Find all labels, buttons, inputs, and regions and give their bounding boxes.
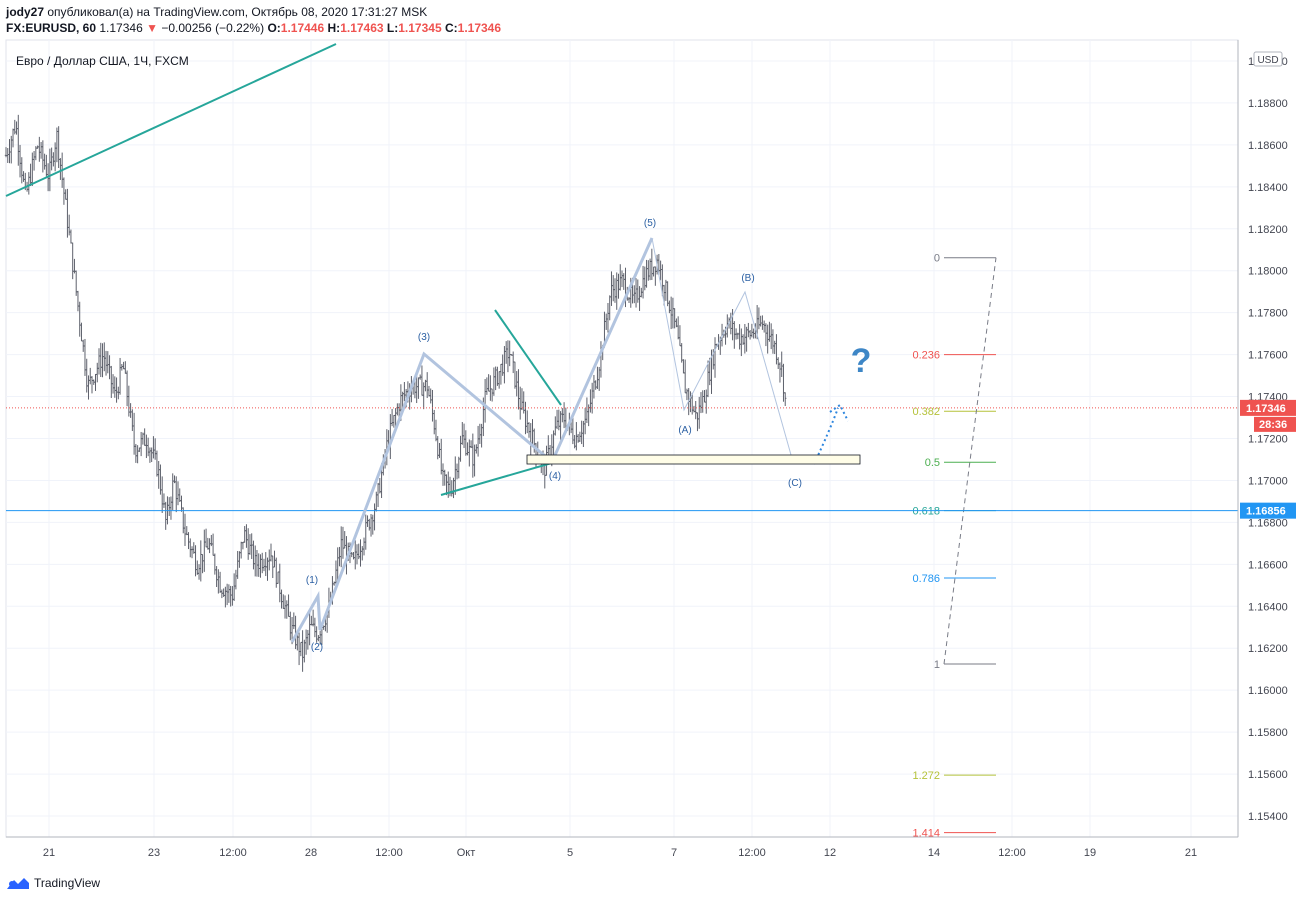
- wave-label: (5): [644, 218, 656, 229]
- x-tick-label: 12:00: [375, 847, 403, 859]
- footer: TradingView: [6, 872, 100, 894]
- fib-level-label: 0: [934, 253, 940, 265]
- y-tick-label: 1.16000: [1248, 685, 1288, 697]
- x-tick-label: 21: [1185, 847, 1197, 859]
- elliott-wave-correction: [651, 237, 794, 463]
- wave-label: (B): [741, 273, 754, 284]
- close-value: 1.17346: [457, 21, 502, 35]
- x-tick-label: 12:00: [998, 847, 1026, 859]
- x-tick-label: 21: [43, 847, 55, 859]
- fib-level-label: 0.236: [912, 350, 940, 362]
- support-zone: [526, 454, 861, 465]
- currency-badge-box: [1253, 51, 1283, 67]
- open-label: O:: [267, 21, 281, 35]
- trendline-upper: [5, 43, 337, 197]
- projected-arrow-icon: [829, 403, 849, 422]
- y-tick-label: 1.15800: [1248, 727, 1288, 739]
- x-tick-label: 12:00: [219, 847, 247, 859]
- high-label: H:: [327, 21, 341, 35]
- low-value: 1.17345: [398, 21, 442, 35]
- x-tick-label: 14: [928, 847, 940, 859]
- y-tick-label: 1.18600: [1248, 140, 1288, 152]
- x-tick-label: 5: [567, 847, 573, 859]
- y-tick-label: 1.17800: [1248, 308, 1288, 320]
- last-price-tag: 1.17346: [1246, 403, 1286, 415]
- level-price-tag: 1.16856: [1246, 506, 1286, 518]
- y-tick-label: 1.15600: [1248, 769, 1288, 781]
- elliott-wave-impulse: [290, 237, 654, 643]
- y-tick-label: 1.15400: [1248, 811, 1288, 823]
- countdown-tag: 28:36: [1259, 419, 1287, 431]
- x-tick-label: 23: [148, 847, 160, 859]
- wave-label: (1): [306, 575, 318, 586]
- wave-label: (2): [311, 642, 323, 653]
- x-tick-label: 12:00: [738, 847, 766, 859]
- question-mark: ?: [851, 342, 872, 380]
- published-text: опубликовал(а) на TradingView.com, Октяб…: [47, 5, 428, 19]
- price-change: −0.00256 (−0.22%): [161, 21, 265, 35]
- y-tick-label: 1.16800: [1248, 517, 1288, 529]
- tradingview-logo-icon: [7, 878, 29, 889]
- x-tick-label: 7: [671, 847, 677, 859]
- x-tick-label: Окт: [457, 847, 476, 859]
- last-price-tag-box: [1240, 399, 1296, 416]
- x-tick-label: 19: [1084, 847, 1096, 859]
- close-label: C:: [444, 21, 458, 35]
- fib-trend-line: [943, 257, 997, 665]
- fib-level-label: 1.414: [912, 828, 940, 840]
- y-tick-label: 1.18200: [1248, 224, 1288, 236]
- down-arrow-icon: ▼: [146, 21, 158, 35]
- fib-level-label: 1.272: [912, 770, 940, 782]
- symbol-ohlc-line: FX:EURUSD, 60 1.17346 ▼ −0.00256 (−0.22%…: [6, 20, 1296, 36]
- trendline-wedge-top: [494, 309, 562, 406]
- chart-header: jody27 опубликовал(а) на TradingView.com…: [6, 4, 1296, 38]
- x-tick-label: 28: [305, 847, 317, 859]
- wave-label: (C): [788, 478, 802, 489]
- fib-level-label: 0.382: [912, 406, 940, 418]
- y-tick-label: 1.16600: [1248, 559, 1288, 571]
- high-value: 1.17463: [340, 21, 384, 35]
- low-label: L:: [386, 21, 399, 35]
- y-tick-label: 1.17200: [1248, 434, 1288, 446]
- y-tick-label: 1.18000: [1248, 266, 1288, 278]
- x-tick-label: 12: [824, 847, 836, 859]
- wave-label: (4): [549, 471, 561, 482]
- author-name[interactable]: jody27: [6, 5, 45, 19]
- y-tick-label: 1.16400: [1248, 601, 1288, 613]
- tradingview-logo-text: TradingView: [34, 876, 101, 890]
- y-tick-label: 1.16200: [1248, 643, 1288, 655]
- wave-label: (3): [418, 332, 430, 343]
- y-tick-label: 1.17000: [1248, 475, 1288, 487]
- y-tick-label: 1.18400: [1248, 182, 1288, 194]
- wave-label: (A): [678, 425, 691, 436]
- level-price-tag-box: [1240, 502, 1296, 519]
- y-tick-label: 1.17600: [1248, 350, 1288, 362]
- last-price: 1.17346: [99, 21, 143, 35]
- publish-line: jody27 опубликовал(а) на TradingView.com…: [6, 4, 1296, 20]
- fib-level-label: 1: [934, 659, 940, 671]
- countdown-tag-box: [1254, 416, 1296, 432]
- fib-level-label: 0.5: [925, 457, 940, 469]
- currency-badge: USD: [1257, 55, 1278, 66]
- symbol-interval: FX:EURUSD, 60: [6, 21, 97, 35]
- fib-level-label: 0.618: [912, 506, 940, 518]
- symbol-title: Евро / Доллар США, 1Ч, FXCM: [16, 54, 189, 68]
- open-value: 1.17446: [280, 21, 325, 35]
- y-tick-label: 1.18800: [1248, 98, 1288, 110]
- fib-level-label: 0.786: [912, 573, 940, 585]
